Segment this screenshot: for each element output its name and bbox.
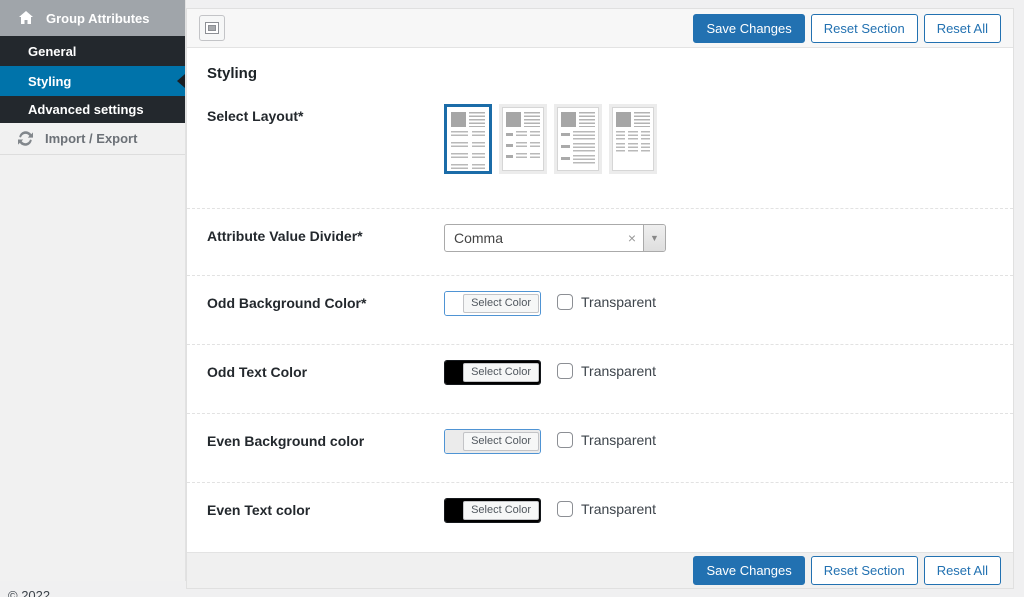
sidebar-item-styling[interactable]: Styling [0,66,185,96]
copyright-text: © 2022 [8,588,51,597]
reset-section-button-bottom[interactable]: Reset Section [810,556,918,585]
footer-toolbar: Save Changes Reset Section Reset All [693,556,1001,585]
reset-all-button[interactable]: Reset All [923,13,1001,43]
field-row-attribute-value-divider: Attribute Value Divider* Comma × ▼ [187,208,1013,275]
field-row-odd-text-color: Odd Text Color Select Color Transparent [187,344,1013,413]
chevron-down-icon[interactable]: ▼ [643,225,665,251]
save-changes-button-bottom[interactable]: Save Changes [693,556,805,585]
panel-header: Save Changes Reset Section Reset All [187,9,1013,48]
divider-select[interactable]: Comma × ▼ [444,224,666,252]
even-text-transparent-checkbox[interactable] [557,501,573,517]
transparent-label: Transparent [581,432,656,448]
panel-body: Styling Select Layout* [187,48,1013,552]
save-changes-button[interactable]: Save Changes [693,13,805,43]
transparent-label: Transparent [581,363,656,379]
layout-preview [502,107,544,171]
refresh-icon [18,131,33,146]
layout-option-2[interactable] [499,104,547,174]
select-color-label: Select Color [463,363,539,382]
reset-section-button[interactable]: Reset Section [810,13,918,43]
select-color-label: Select Color [463,294,539,313]
layout-preview [557,107,599,171]
even-bg-transparent-checkbox[interactable] [557,432,573,448]
field-label: Odd Background Color* [207,295,367,311]
home-icon [18,10,34,26]
layout-options [444,104,657,174]
layout-option-1[interactable] [444,104,492,174]
layout-preview [612,107,654,171]
sidebar: Group Attributes General Styling Advance… [0,0,186,581]
field-label: Odd Text Color [207,364,308,380]
layout-option-3[interactable] [554,104,602,174]
odd-text-color-picker-button[interactable]: Select Color [444,360,541,385]
select-color-label: Select Color [463,501,539,520]
reset-all-button-bottom[interactable]: Reset All [923,556,1001,585]
active-item-arrow-icon [177,74,185,88]
layout-toggle-button[interactable] [199,15,225,41]
panel-footer: Save Changes Reset Section Reset All [187,552,1013,588]
layout-preview [447,107,489,171]
even-bg-color-picker-button[interactable]: Select Color [444,429,541,454]
nested-squares-icon [205,22,219,34]
sidebar-header-group-attributes[interactable]: Group Attributes [0,0,185,36]
page-title: Styling [207,65,258,82]
sidebar-item-label: Advanced settings [28,102,144,117]
odd-text-transparent-checkbox[interactable] [557,363,573,379]
sidebar-header-label: Group Attributes [46,10,150,26]
clear-selection-icon[interactable]: × [627,230,636,246]
sidebar-item-general[interactable]: General [0,36,185,66]
sidebar-item-label: General [28,43,77,59]
field-label: Even Text color [207,502,311,518]
field-row-even-text-color: Even Text color Select Color Transparent [187,482,1013,551]
header-toolbar: Save Changes Reset Section Reset All [693,13,1001,43]
field-row-select-layout: Select Layout* [187,96,1013,208]
odd-bg-transparent-checkbox[interactable] [557,294,573,310]
field-label: Select Layout* [207,108,304,124]
field-label: Attribute Value Divider* [207,228,363,244]
sidebar-item-label: Styling [28,73,72,89]
layout-option-4[interactable] [609,104,657,174]
sidebar-item-advanced-settings[interactable]: Advanced settings [0,96,185,123]
field-row-odd-background-color: Odd Background Color* Select Color Trans… [187,275,1013,344]
sidebar-item-import-export[interactable]: Import / Export [0,123,185,155]
odd-bg-color-picker-button[interactable]: Select Color [444,291,541,316]
settings-panel: Save Changes Reset Section Reset All Sty… [186,8,1014,589]
sidebar-item-label: Import / Export [45,131,138,146]
divider-selected-value: Comma [454,230,504,246]
field-row-even-background-color: Even Background color Select Color Trans… [187,413,1013,482]
transparent-label: Transparent [581,294,656,310]
select-color-label: Select Color [463,432,539,451]
transparent-label: Transparent [581,501,656,517]
even-text-color-picker-button[interactable]: Select Color [444,498,541,523]
field-label: Even Background color [207,433,365,449]
